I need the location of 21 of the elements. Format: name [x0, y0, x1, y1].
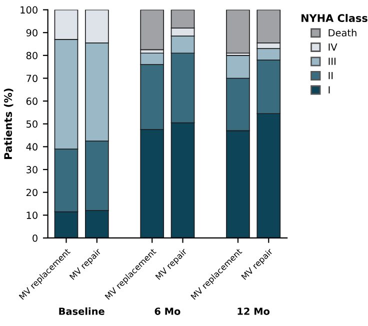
y-tick-label: 20 — [26, 188, 38, 196]
y-tick-label: 10 — [26, 212, 38, 219]
y-tick-label: 50 — [26, 120, 38, 128]
legend-label: I — [328, 86, 330, 94]
y-tick-label: 70 — [26, 74, 38, 82]
y-tick-label: 40 — [26, 143, 38, 151]
y-tick-label: 90 — [26, 29, 38, 36]
y-tick-label: 0 — [32, 234, 38, 242]
legend-label: III — [328, 58, 336, 65]
text: Baseline — [59, 307, 104, 315]
y-axis-title: Patients (%) — [4, 88, 14, 160]
legend-label: II — [328, 72, 333, 80]
y-tick-label: 60 — [26, 98, 38, 105]
text: 6 Mo — [154, 308, 180, 315]
legend-label: Death — [328, 28, 356, 36]
text: 12 Mo — [238, 308, 270, 315]
y-tick-label: 100 — [20, 6, 38, 14]
legend-label: IV — [328, 43, 338, 51]
y-tick-label: 80 — [26, 52, 38, 60]
y-tick-label: 30 — [26, 166, 38, 174]
legend-title: NYHA Class — [302, 14, 368, 22]
